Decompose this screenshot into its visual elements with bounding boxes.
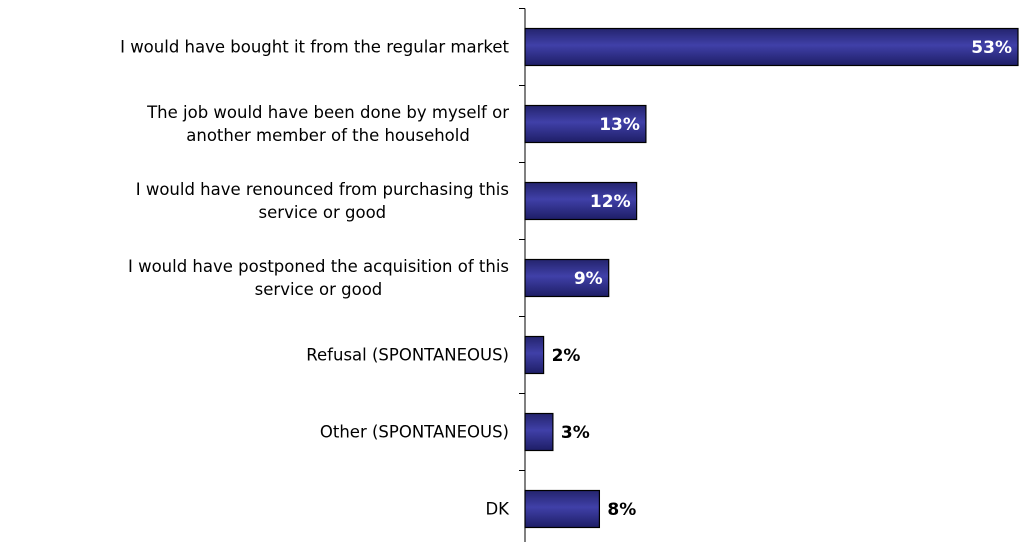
value-label: 12% — [590, 192, 631, 212]
category-label: I would have renounced from purchasing t… — [135, 180, 509, 222]
category-label: I would have bought it from the regular … — [120, 37, 509, 57]
value-label: 3% — [561, 423, 590, 443]
value-label: 53% — [971, 38, 1012, 58]
value-label: 13% — [599, 115, 640, 135]
bar — [524, 335, 545, 375]
category-label: Refusal (SPONTANEOUS) — [306, 345, 509, 365]
bar — [524, 412, 554, 452]
category-label: Other (SPONTANEOUS) — [319, 422, 509, 442]
bar — [524, 27, 1019, 67]
bar — [524, 104, 647, 144]
bar — [524, 181, 638, 221]
value-label: 2% — [552, 346, 581, 366]
bar — [524, 489, 601, 529]
value-label: 8% — [607, 500, 636, 520]
category-label: I would have postponed the acquisition o… — [127, 257, 509, 299]
bar — [524, 258, 610, 298]
value-label: 9% — [574, 269, 603, 289]
category-label: DK — [485, 499, 509, 519]
category-label: The job would have been done by myself o… — [147, 103, 509, 145]
